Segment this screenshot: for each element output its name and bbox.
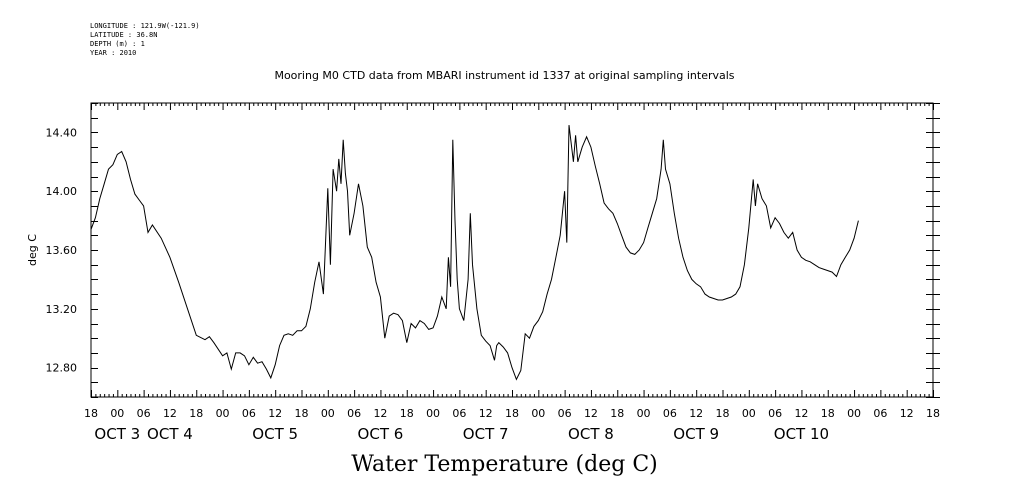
- x-hour-label: 00: [321, 407, 335, 420]
- y-axis-label: deg C: [26, 234, 39, 266]
- x-day-label: OCT 9: [673, 425, 719, 443]
- x-hour-label: 18: [926, 407, 940, 420]
- y-tick-label: 14.00: [46, 185, 78, 198]
- x-hour-label: 06: [663, 407, 677, 420]
- x-hour-label: 06: [137, 407, 151, 420]
- x-hour-label: 12: [479, 407, 493, 420]
- metadata-line-latitude: LATITUDE : 36.8N: [90, 31, 158, 39]
- metadata-line-year: YEAR : 2010: [90, 49, 137, 57]
- y-tick-label: 13.60: [46, 244, 78, 257]
- x-hour-label: 12: [900, 407, 914, 420]
- x-hour-label: 18: [505, 407, 519, 420]
- x-hour-label: 06: [347, 407, 361, 420]
- x-day-label: OCT 4: [147, 425, 193, 443]
- x-hour-label: 12: [373, 407, 387, 420]
- x-hour-label: 18: [189, 407, 203, 420]
- x-hour-label: 12: [268, 407, 282, 420]
- x-hour-label: 00: [847, 407, 861, 420]
- plot-frame: [90, 102, 934, 398]
- x-hour-label: 18: [821, 407, 835, 420]
- x-hour-label: 06: [242, 407, 256, 420]
- y-tick-label: 12.80: [46, 362, 78, 375]
- x-day-label: OCT 8: [568, 425, 614, 443]
- y-tick-label: 13.20: [46, 303, 78, 316]
- x-day-label: OCT 5: [252, 425, 298, 443]
- x-hour-label: 18: [610, 407, 624, 420]
- x-hour-label: 12: [584, 407, 598, 420]
- main-title: Water Temperature (deg C): [351, 452, 658, 477]
- x-day-label: OCT 6: [358, 425, 404, 443]
- metadata-line-longitude: LONGITUDE : 121.9W(-121.9): [90, 22, 200, 30]
- x-hour-label: 00: [742, 407, 756, 420]
- x-day-label: OCT 10: [774, 425, 829, 443]
- chart-title: Mooring M0 CTD data from MBARI instrumen…: [274, 69, 735, 82]
- x-hour-label: 00: [426, 407, 440, 420]
- x-hour-label: 06: [452, 407, 466, 420]
- x-hour-label: 00: [110, 407, 124, 420]
- x-hour-label: 18: [716, 407, 730, 420]
- x-hour-label: 12: [794, 407, 808, 420]
- x-hour-label: 12: [163, 407, 177, 420]
- x-hour-label: 06: [558, 407, 572, 420]
- x-hour-label: 00: [531, 407, 545, 420]
- x-hour-label: 00: [216, 407, 230, 420]
- x-hour-label: 18: [400, 407, 414, 420]
- x-hour-label: 06: [768, 407, 782, 420]
- x-hour-label: 18: [84, 407, 98, 420]
- x-hour-label: 00: [637, 407, 651, 420]
- x-hour-label: 06: [873, 407, 887, 420]
- x-day-label: OCT 3: [94, 425, 140, 443]
- x-hour-label: 12: [689, 407, 703, 420]
- metadata-line-depth: DEPTH (m) : 1: [90, 40, 145, 48]
- metadata-block: LONGITUDE : 121.9W(-121.9) LATITUDE : 36…: [90, 22, 200, 58]
- x-hour-label: 18: [295, 407, 309, 420]
- x-day-label: OCT 7: [463, 425, 509, 443]
- y-tick-label: 14.40: [46, 126, 78, 139]
- temperature-series-line: [90, 125, 859, 381]
